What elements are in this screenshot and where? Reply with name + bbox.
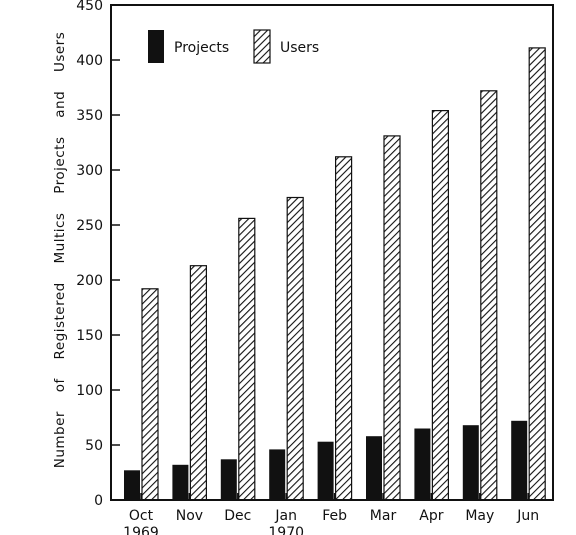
y-tick-label: 200 xyxy=(76,273,103,289)
x-tick-label: Apr xyxy=(419,508,443,524)
legend-swatch-projects xyxy=(148,30,164,63)
y-axis-title: Number of Registered Multics Projects an… xyxy=(52,32,68,469)
x-tick-label: Jan xyxy=(274,508,297,524)
bar-users xyxy=(141,288,159,501)
y-tick-label: 450 xyxy=(76,0,103,14)
plot-frame xyxy=(110,4,554,501)
bar-projects xyxy=(124,470,140,500)
legend-label-projects: Projects xyxy=(174,40,229,56)
x-tick-label: Dec xyxy=(224,508,251,524)
bar-projects xyxy=(220,459,237,500)
y-tick-label: 100 xyxy=(76,383,103,399)
bar-users xyxy=(189,265,207,501)
x-tick-label: Mar xyxy=(370,508,397,524)
bar-users xyxy=(383,135,401,501)
legend-label-users: Users xyxy=(280,40,319,56)
bar-projects xyxy=(366,436,382,500)
y-axis-ticks: 0 50 100 150 200 250 300 350 400 450 xyxy=(76,0,120,509)
bar-projects xyxy=(269,449,286,500)
x-tick-label: Jun xyxy=(516,508,539,524)
bars xyxy=(124,47,546,501)
y-tick-label: 0 xyxy=(94,493,103,509)
x-tick-sublabel: 1969 xyxy=(123,525,159,535)
y-tick-label: 150 xyxy=(76,328,103,344)
bar-users xyxy=(238,217,256,501)
y-tick-label: 250 xyxy=(76,218,103,234)
legend: Projects Users xyxy=(148,29,319,64)
bar-projects xyxy=(462,425,479,500)
y-tick-label: 350 xyxy=(76,108,103,124)
bar-projects xyxy=(172,464,189,500)
bar-users xyxy=(528,47,546,501)
y-tick-label: 400 xyxy=(76,53,103,69)
y-tick-label: 50 xyxy=(85,438,103,454)
bar-users xyxy=(335,156,353,501)
bar-users xyxy=(286,196,304,501)
bar-users xyxy=(480,90,498,501)
x-tick-label: Oct xyxy=(129,508,154,524)
bar-users xyxy=(431,109,449,501)
bar-projects xyxy=(511,420,528,500)
bar-projects xyxy=(414,428,431,500)
x-tick-label: May xyxy=(465,508,494,524)
x-tick-sublabel: 1970 xyxy=(268,525,304,535)
legend-swatch-users xyxy=(253,29,271,64)
y-tick-label: 300 xyxy=(76,163,103,179)
x-tick-label: Nov xyxy=(176,508,203,524)
x-tick-label: Feb xyxy=(322,508,347,524)
bar-projects xyxy=(317,441,334,500)
